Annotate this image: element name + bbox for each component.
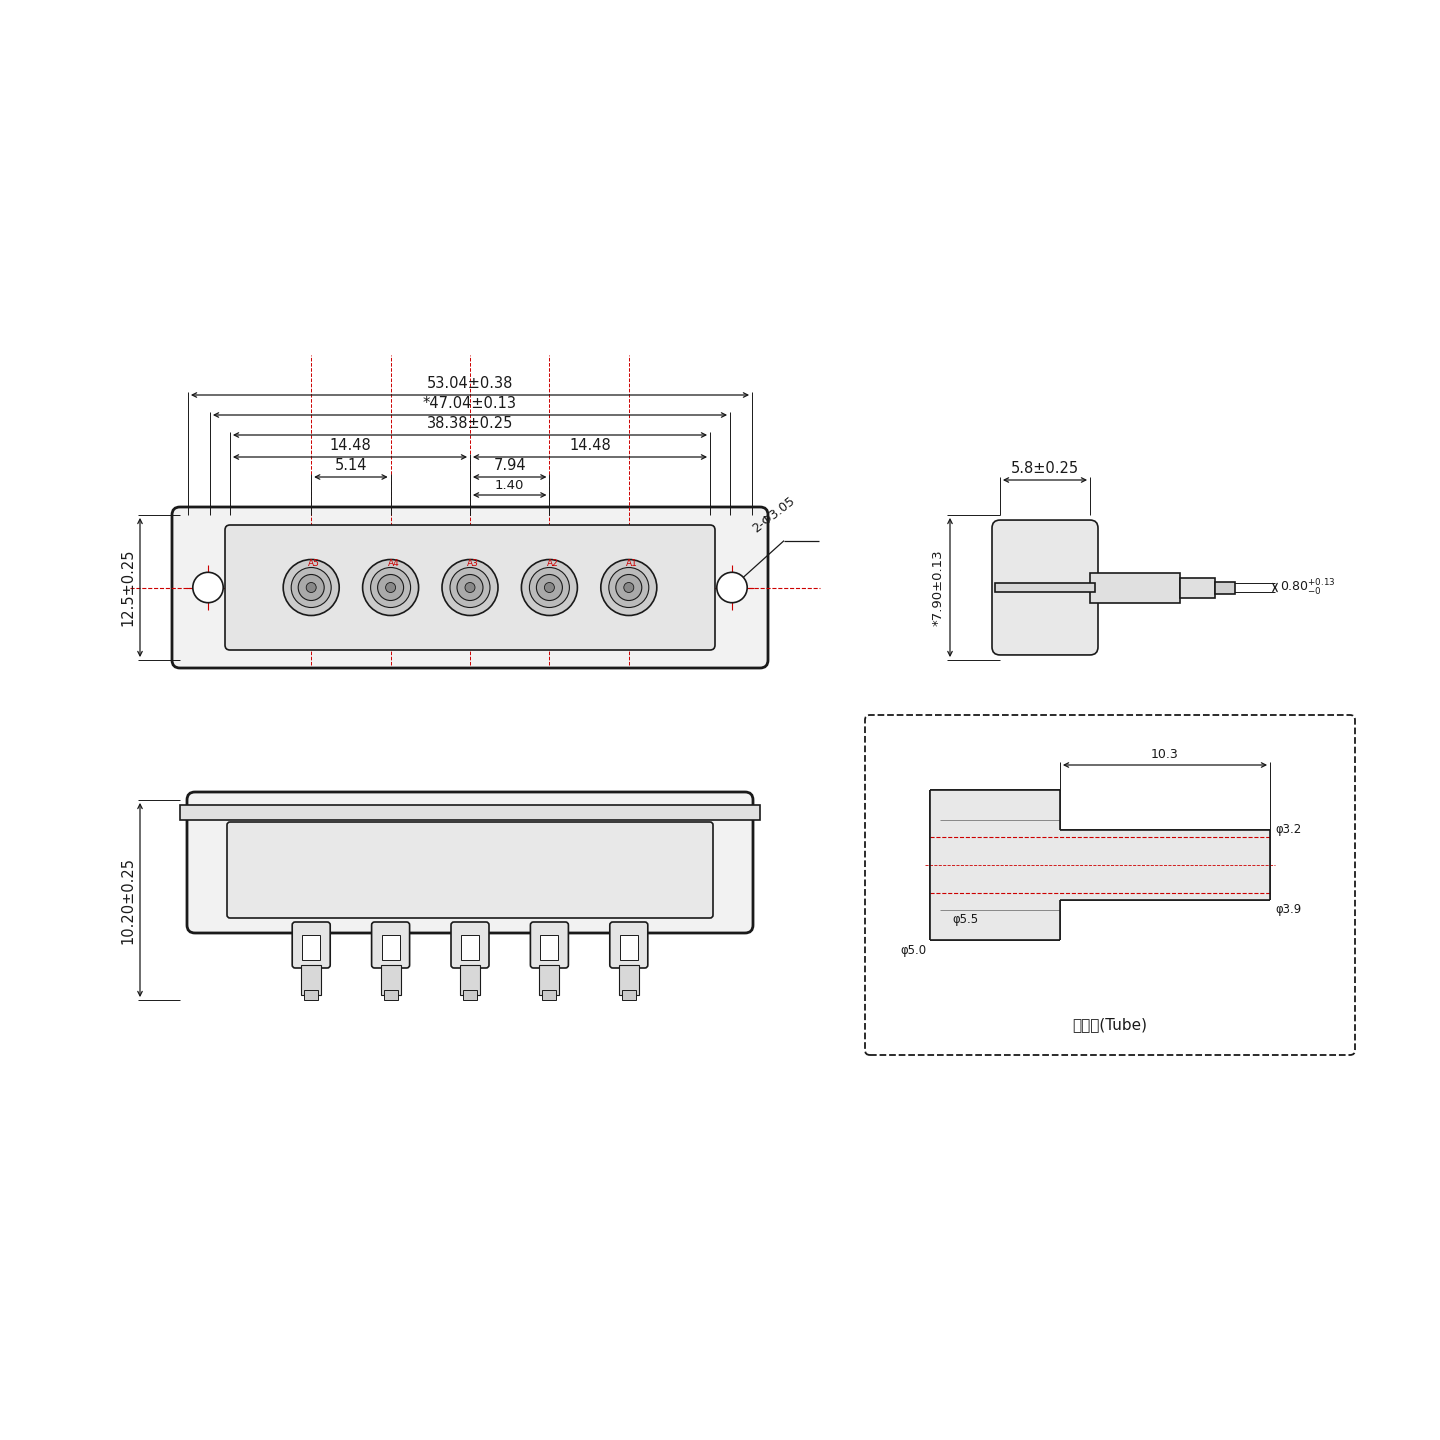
Text: 屏蔽管(Tube): 屏蔽管(Tube) [1073, 1018, 1148, 1032]
FancyBboxPatch shape [609, 922, 648, 968]
Bar [540, 935, 559, 960]
Circle shape [544, 583, 554, 592]
FancyBboxPatch shape [187, 792, 753, 933]
Text: 14.48: 14.48 [569, 438, 611, 454]
Text: 53.04±0.38: 53.04±0.38 [426, 376, 513, 392]
Circle shape [377, 575, 403, 600]
Text: A3: A3 [467, 559, 480, 567]
Bar [1090, 573, 1179, 602]
Text: φ3.9: φ3.9 [1274, 903, 1302, 916]
Bar [930, 791, 1060, 940]
Text: Lightany: Lightany [402, 865, 539, 894]
Text: 1.40: 1.40 [495, 480, 524, 492]
Circle shape [291, 567, 331, 608]
Circle shape [370, 567, 410, 608]
Bar [540, 965, 559, 995]
Text: 10.3: 10.3 [1151, 747, 1179, 760]
Circle shape [717, 572, 747, 603]
Text: 7.94: 7.94 [494, 458, 526, 472]
Text: 12.5±0.25: 12.5±0.25 [120, 549, 135, 626]
Circle shape [442, 560, 498, 615]
Bar [1179, 577, 1215, 598]
Bar [302, 935, 320, 960]
FancyBboxPatch shape [992, 520, 1097, 655]
Text: 2-Φ3.05: 2-Φ3.05 [750, 494, 798, 536]
Bar [1215, 582, 1236, 593]
Bar [1060, 829, 1270, 900]
FancyBboxPatch shape [372, 922, 409, 968]
Bar [459, 965, 480, 995]
Text: φ5.5: φ5.5 [952, 913, 978, 926]
Bar [619, 965, 639, 995]
Bar [619, 935, 638, 960]
FancyBboxPatch shape [292, 922, 330, 968]
Circle shape [193, 572, 223, 603]
Text: 5.14: 5.14 [334, 458, 367, 472]
Text: φ3.2: φ3.2 [1274, 824, 1302, 837]
Bar [543, 991, 556, 999]
Circle shape [600, 560, 657, 615]
Circle shape [386, 583, 396, 592]
Text: A2: A2 [547, 559, 559, 567]
Bar [180, 805, 760, 819]
Text: 10.20±0.25: 10.20±0.25 [120, 857, 135, 943]
Circle shape [609, 567, 649, 608]
Text: *47.04±0.13: *47.04±0.13 [423, 396, 517, 410]
Text: 0.80$^{+0.13}_{-0}$: 0.80$^{+0.13}_{-0}$ [1280, 577, 1336, 598]
Circle shape [536, 575, 563, 600]
Bar [464, 991, 477, 999]
Bar [622, 991, 636, 999]
Text: 5.8±0.25: 5.8±0.25 [1011, 461, 1079, 477]
Circle shape [521, 560, 577, 615]
Circle shape [449, 567, 490, 608]
Bar [301, 965, 321, 995]
Text: φ5.0: φ5.0 [901, 945, 927, 958]
Circle shape [624, 583, 634, 592]
Bar [382, 935, 400, 960]
Text: A5: A5 [308, 559, 320, 567]
Circle shape [284, 560, 340, 615]
Text: 38.38±0.25: 38.38±0.25 [426, 416, 513, 431]
Bar [461, 935, 480, 960]
FancyBboxPatch shape [451, 922, 490, 968]
Text: 14.48: 14.48 [330, 438, 372, 454]
FancyBboxPatch shape [865, 716, 1355, 1056]
Text: *7.90±0.13: *7.90±0.13 [932, 549, 945, 626]
FancyBboxPatch shape [225, 526, 716, 649]
Circle shape [456, 575, 482, 600]
FancyBboxPatch shape [171, 507, 768, 668]
Circle shape [307, 583, 317, 592]
Circle shape [298, 575, 324, 600]
Text: Lightany: Lightany [402, 573, 539, 602]
Bar [304, 991, 318, 999]
Bar [383, 991, 397, 999]
FancyBboxPatch shape [530, 922, 569, 968]
Text: A1: A1 [626, 559, 638, 567]
Circle shape [465, 583, 475, 592]
Circle shape [363, 560, 419, 615]
Bar [995, 583, 1094, 592]
Bar [380, 965, 400, 995]
Circle shape [530, 567, 569, 608]
Text: A4: A4 [387, 559, 399, 567]
FancyBboxPatch shape [228, 822, 713, 919]
Circle shape [616, 575, 642, 600]
